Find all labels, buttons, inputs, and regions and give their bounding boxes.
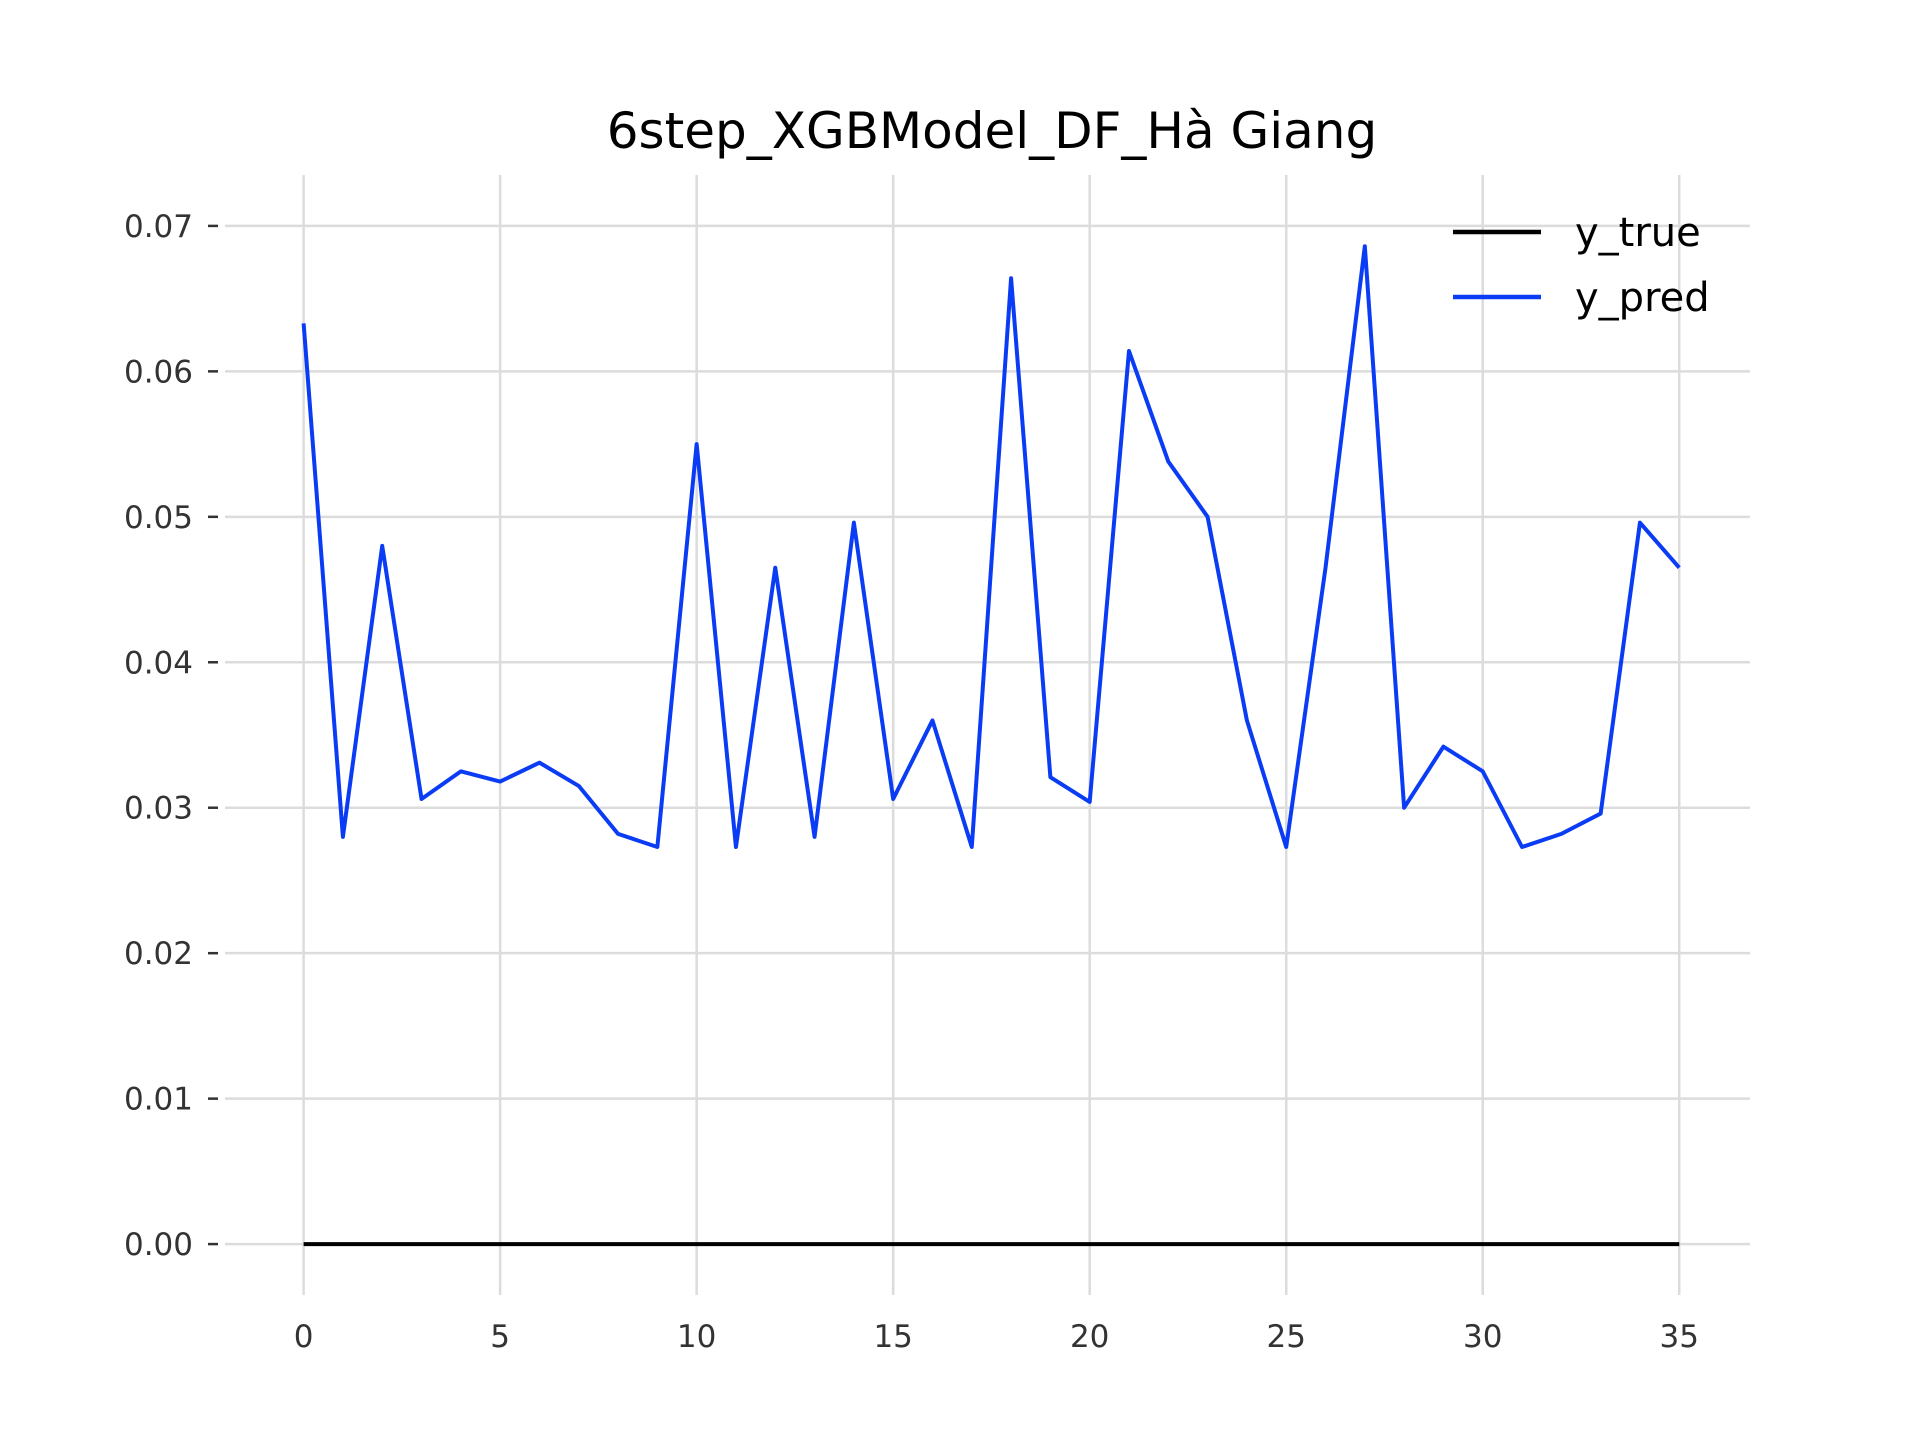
x-axis: 0 5 10 15 20 25 30 35: [294, 1319, 1699, 1355]
grid: [225, 175, 1750, 1295]
x-tick-label: 20: [1070, 1319, 1109, 1355]
series-line-y-pred: [301, 244, 1681, 849]
x-tick-label: 35: [1660, 1319, 1699, 1355]
y-tick-label: 0.04: [124, 645, 193, 681]
y-tick-label: 0.02: [124, 936, 193, 972]
series-group: [301, 244, 1681, 1247]
legend-label: y_true: [1575, 210, 1701, 256]
y-tick-label: 0.06: [124, 354, 193, 390]
legend-item: y_pred: [1453, 275, 1710, 321]
x-tick-label: 0: [294, 1319, 314, 1355]
chart-title: 6step_XGBModel_DF_Hà Giang: [607, 102, 1377, 160]
x-tick-label: 30: [1463, 1319, 1502, 1355]
y-tick-label: 0.03: [124, 791, 193, 827]
legend: y_true y_pred: [1453, 210, 1710, 321]
legend-label: y_pred: [1575, 275, 1710, 321]
y-tick-label: 0.00: [124, 1227, 193, 1263]
y-axis: 0.00 0.01 0.02 0.03 0.04 0.05 0.06 0.07: [124, 209, 218, 1263]
y-tick-label: 0.05: [124, 500, 193, 536]
y-tick-label: 0.01: [124, 1082, 193, 1118]
x-tick-label: 10: [677, 1319, 716, 1355]
x-tick-label: 15: [873, 1319, 912, 1355]
y-tick-label: 0.07: [124, 209, 193, 245]
legend-item: y_true: [1453, 210, 1701, 256]
x-tick-label: 25: [1266, 1319, 1305, 1355]
x-tick-label: 5: [490, 1319, 510, 1355]
